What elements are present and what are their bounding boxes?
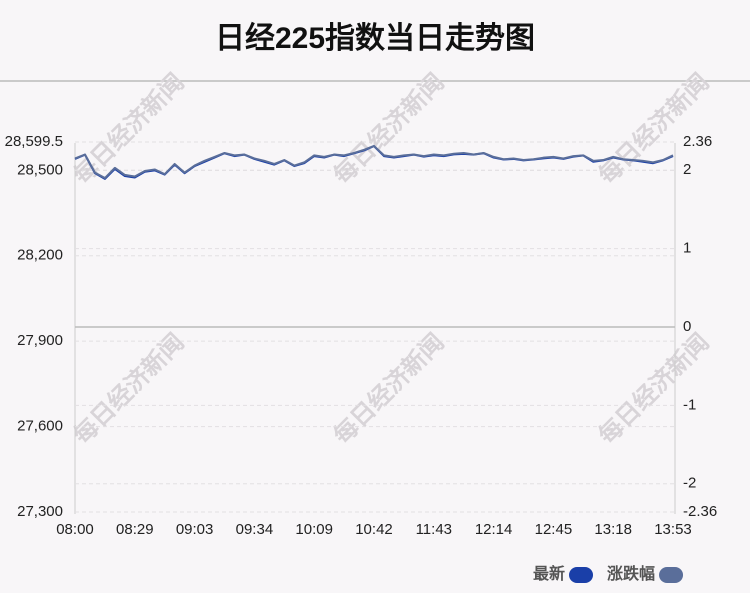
y2-tick-label: 0 <box>683 318 691 335</box>
y-tick-label: 27,300 <box>17 503 63 520</box>
watermark: 每日经济新闻 <box>328 68 450 190</box>
y-tick-label: 28,500 <box>17 161 63 178</box>
x-tick-label: 10:42 <box>355 521 393 538</box>
x-tick-label: 09:03 <box>176 521 214 538</box>
x-tick-label: 12:14 <box>475 521 513 538</box>
x-tick-label: 08:29 <box>116 521 154 538</box>
y2-tick-label: -1 <box>683 396 696 413</box>
y-tick-label: 28,599.5 <box>5 133 63 150</box>
watermark: 每日经济新闻 <box>593 68 715 190</box>
y2-tick-label: 2 <box>683 161 691 178</box>
chart-title: 日经225指数当日走势图 <box>215 21 535 55</box>
legend-label: 最新 <box>533 564 565 583</box>
y2-tick-label: -2.36 <box>683 503 717 520</box>
watermark: 每日经济新闻 <box>68 68 190 190</box>
x-tick-label: 10:09 <box>295 521 333 538</box>
watermark: 每日经济新闻 <box>328 328 450 450</box>
legend-swatch <box>569 567 594 583</box>
y-tick-label: 28,200 <box>17 247 63 264</box>
y-tick-label: 27,900 <box>17 332 63 349</box>
x-tick-label: 08:00 <box>56 521 94 538</box>
y-tick-label: 27,600 <box>17 418 63 435</box>
x-tick-label: 11:43 <box>416 521 452 538</box>
x-tick-label: 13:18 <box>594 521 632 538</box>
y2-tick-label: -2 <box>683 475 696 492</box>
watermark: 每日经济新闻 <box>593 328 715 450</box>
watermark: 每日经济新闻 <box>68 328 190 450</box>
legend-label: 涨跌幅 <box>607 564 655 583</box>
legend-swatch <box>659 567 684 583</box>
x-tick-label: 13:53 <box>654 521 692 538</box>
y2-tick-label: 1 <box>683 240 691 257</box>
x-tick-label: 12:45 <box>535 521 573 538</box>
x-tick-label: 09:34 <box>236 521 274 538</box>
y2-tick-label: 2.36 <box>683 133 712 150</box>
series-line <box>74 144 674 180</box>
